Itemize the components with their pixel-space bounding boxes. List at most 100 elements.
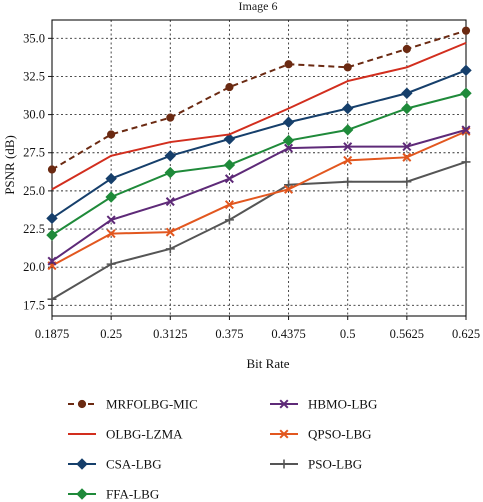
series-line-qpso-lbg — [51, 130, 467, 267]
data-point-pso-lbg — [224, 215, 234, 225]
y-tick-label: 17.5 — [23, 298, 45, 312]
data-point-hbmo-lbg — [47, 256, 57, 266]
legend-marker — [76, 488, 88, 500]
legend-label: OLBG-LZMA — [106, 427, 183, 442]
legend-item-pso-lbg: PSO-LBG — [270, 457, 362, 472]
series-olbg-lzma — [51, 41, 467, 191]
data-point-hbmo-lbg — [224, 174, 234, 184]
data-point-ffa-lbg — [282, 134, 295, 147]
data-point-ffa-lbg — [223, 159, 236, 171]
series-csa-lbg — [46, 64, 472, 225]
data-point-hbmo-lbg — [165, 197, 175, 207]
legend-marker — [279, 429, 289, 439]
x-tick-label: 0.625 — [452, 327, 480, 341]
data-point-pso-lbg — [165, 244, 175, 254]
data-point-mrfolbg-mic — [225, 83, 234, 92]
data-point-pso-lbg — [47, 294, 57, 304]
data-point-csa-lbg — [460, 64, 472, 77]
x-tick-label: 0.1875 — [35, 327, 69, 341]
series-line-pso-lbg — [51, 160, 467, 301]
legend-item-mrfolbg-mic: MRFOLBG-MIC — [68, 397, 198, 412]
data-point-ffa-lbg — [46, 229, 58, 241]
y-tick-label: 27.5 — [23, 146, 45, 160]
legend-marker — [77, 399, 87, 409]
data-point-qpso-lbg — [224, 200, 234, 210]
legend-item-olbg-lzma: OLBG-LZMA — [68, 427, 183, 442]
legend-item-csa-lbg: CSA-LBG — [68, 457, 162, 472]
data-point-ffa-lbg — [460, 87, 472, 99]
legend-marker — [76, 458, 88, 470]
y-tick-label: 22.5 — [23, 222, 45, 236]
data-point-pso-lbg — [402, 177, 412, 187]
x-tick-label: 0.25 — [100, 327, 122, 341]
series-line-hbmo-lbg — [51, 128, 467, 262]
data-point-qpso-lbg — [165, 227, 175, 237]
x-tick-label: 0.3125 — [153, 327, 187, 341]
data-point-qpso-lbg — [461, 126, 471, 136]
data-point-hbmo-lbg — [106, 215, 116, 225]
x-tick-label: 0.375 — [215, 327, 243, 341]
y-tick-label: 25.0 — [23, 184, 45, 198]
series-mrfolbg-mic — [47, 26, 471, 174]
data-point-qpso-lbg — [343, 155, 353, 165]
series-line-olbg-lzma — [51, 41, 467, 191]
y-axis-ticks: 17.5 20.0 22.5 25.0 27.5 30.0 32.5 35.0 — [23, 31, 52, 312]
axes — [51, 19, 467, 317]
data-point-csa-lbg — [401, 87, 413, 99]
legend-item-hbmo-lbg: HBMO-LBG — [270, 397, 377, 412]
series-line-csa-lbg — [51, 69, 467, 220]
series-line-mrfolbg-mic — [51, 29, 467, 171]
legend-label: PSO-LBG — [308, 457, 362, 472]
data-point-csa-lbg — [105, 172, 117, 185]
data-point-mrfolbg-mic — [461, 26, 471, 35]
data-point-pso-lbg — [343, 177, 353, 187]
data-point-ffa-lbg — [342, 124, 354, 136]
x-tick-label: 0.5625 — [390, 327, 424, 341]
data-point-mrfolbg-mic — [166, 113, 175, 122]
series-line-ffa-lbg — [51, 92, 467, 236]
x-tick-label: 0.5 — [340, 327, 356, 341]
data-point-hbmo-lbg — [461, 125, 471, 135]
data-point-csa-lbg — [282, 116, 295, 128]
plot-frame — [51, 19, 467, 317]
data-point-hbmo-lbg — [343, 142, 353, 152]
data-point-mrfolbg-mic — [107, 130, 116, 139]
series-layer — [46, 26, 472, 304]
data-point-csa-lbg — [223, 133, 236, 145]
legend-label: QPSO-LBG — [308, 427, 372, 442]
data-point-qpso-lbg — [284, 184, 294, 194]
x-axis-label: Bit Rate — [247, 356, 290, 371]
data-point-pso-lbg — [284, 180, 294, 190]
y-tick-label: 30.0 — [23, 108, 45, 122]
data-point-qpso-lbg — [106, 229, 116, 239]
y-tick-label: 32.5 — [23, 69, 45, 83]
y-tick-label: 20.0 — [23, 260, 45, 274]
x-axis-ticks: 0.1875 0.25 0.3125 0.375 0.4375 0.5 0.5625 0.62… — [35, 316, 480, 341]
legend-marker — [279, 399, 289, 409]
legend: MRFOLBG-MIC OLBG-LZMA CSA-LBG FFA-LBG HBMO-L… — [68, 397, 377, 502]
legend-label: HBMO-LBG — [308, 397, 377, 412]
legend-label: FFA-LBG — [106, 487, 159, 502]
y-tick-label: 35.0 — [23, 31, 45, 45]
series-ffa-lbg — [46, 87, 472, 241]
data-point-hbmo-lbg — [284, 143, 294, 153]
data-point-csa-lbg — [46, 212, 58, 225]
legend-marker — [279, 459, 289, 469]
data-point-ffa-lbg — [164, 166, 176, 179]
x-tick-label: 0.4375 — [271, 327, 305, 341]
data-point-mrfolbg-mic — [402, 44, 411, 54]
y-axis-label: PSNR (dB) — [2, 135, 17, 195]
legend-label: CSA-LBG — [106, 457, 162, 472]
series-pso-lbg — [47, 157, 471, 304]
data-point-ffa-lbg — [105, 191, 117, 203]
grid — [52, 20, 466, 316]
data-point-mrfolbg-mic — [343, 63, 352, 72]
data-point-csa-lbg — [164, 150, 176, 162]
data-point-qpso-lbg — [402, 152, 412, 162]
data-point-pso-lbg — [106, 259, 116, 269]
data-point-csa-lbg — [342, 102, 354, 115]
data-point-hbmo-lbg — [402, 142, 412, 152]
legend-item-qpso-lbg: QPSO-LBG — [270, 427, 372, 442]
series-hbmo-lbg — [47, 125, 471, 266]
